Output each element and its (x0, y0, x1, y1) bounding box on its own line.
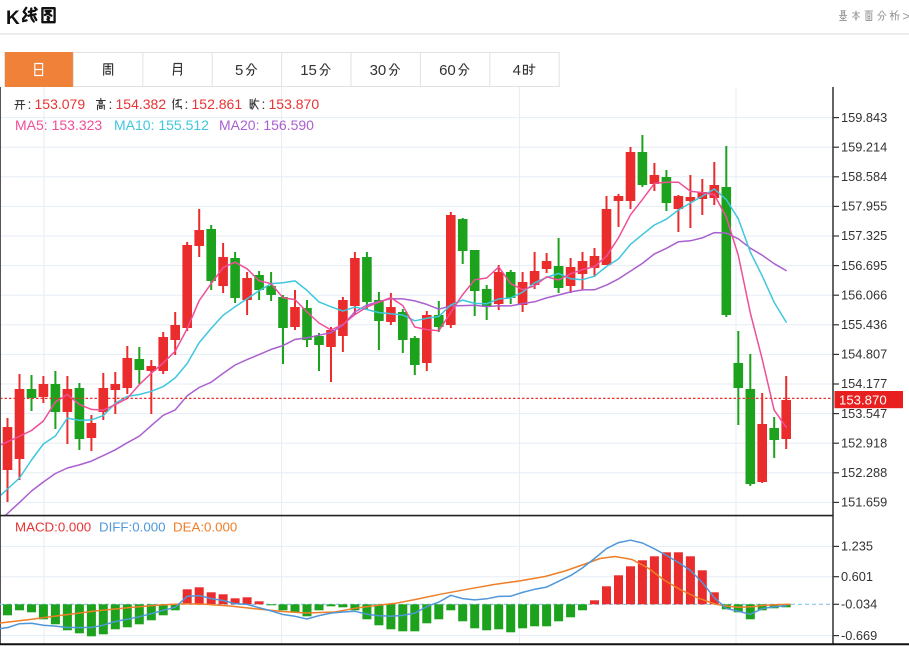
svg-text:157.955: 157.955 (841, 199, 887, 214)
svg-text:60: 60 (439, 62, 456, 79)
svg-text:152.861: 152.861 (192, 96, 243, 112)
svg-text:DIFF:0.000: DIFF:0.000 (99, 520, 166, 535)
svg-text:151.659: 151.659 (841, 495, 887, 510)
svg-text:MA20: 156.590: MA20: 156.590 (219, 117, 314, 133)
svg-text:1.235: 1.235 (841, 539, 873, 554)
svg-text::: : (262, 96, 266, 112)
svg-text:152.918: 152.918 (841, 435, 887, 450)
svg-text:MA5: 153.323: MA5: 153.323 (15, 117, 102, 133)
svg-text:154.807: 154.807 (841, 347, 887, 362)
svg-text:152.288: 152.288 (841, 465, 887, 480)
svg-text::: : (28, 96, 32, 112)
svg-text:159.843: 159.843 (841, 110, 887, 125)
svg-text::: : (185, 96, 189, 112)
svg-text:159.214: 159.214 (841, 139, 887, 154)
svg-text:15: 15 (300, 62, 317, 79)
svg-text:30: 30 (370, 62, 387, 79)
svg-text:K: K (6, 8, 20, 29)
svg-text:158.584: 158.584 (841, 169, 887, 184)
svg-text::: : (109, 96, 113, 112)
svg-text:156.066: 156.066 (841, 287, 887, 302)
svg-text:155.436: 155.436 (841, 317, 887, 332)
svg-text:157.325: 157.325 (841, 228, 887, 243)
svg-text:MA10: 155.512: MA10: 155.512 (114, 117, 209, 133)
svg-text:154.382: 154.382 (116, 96, 167, 112)
svg-text:154.177: 154.177 (841, 376, 887, 391)
svg-text:5: 5 (235, 62, 243, 79)
svg-text:4: 4 (513, 62, 521, 79)
svg-text:153.870: 153.870 (269, 96, 320, 112)
svg-text:156.695: 156.695 (841, 258, 887, 273)
svg-text:DEA:0.000: DEA:0.000 (173, 520, 237, 535)
svg-text:153.547: 153.547 (841, 406, 887, 421)
svg-text:153.870: 153.870 (839, 393, 887, 408)
svg-text:MACD:0.000: MACD:0.000 (15, 520, 91, 535)
svg-text:-0.034: -0.034 (841, 597, 877, 612)
svg-text:>: > (903, 9, 909, 24)
svg-text:0.601: 0.601 (841, 569, 873, 584)
svg-text:-0.669: -0.669 (841, 628, 877, 643)
svg-text:153.079: 153.079 (35, 96, 86, 112)
